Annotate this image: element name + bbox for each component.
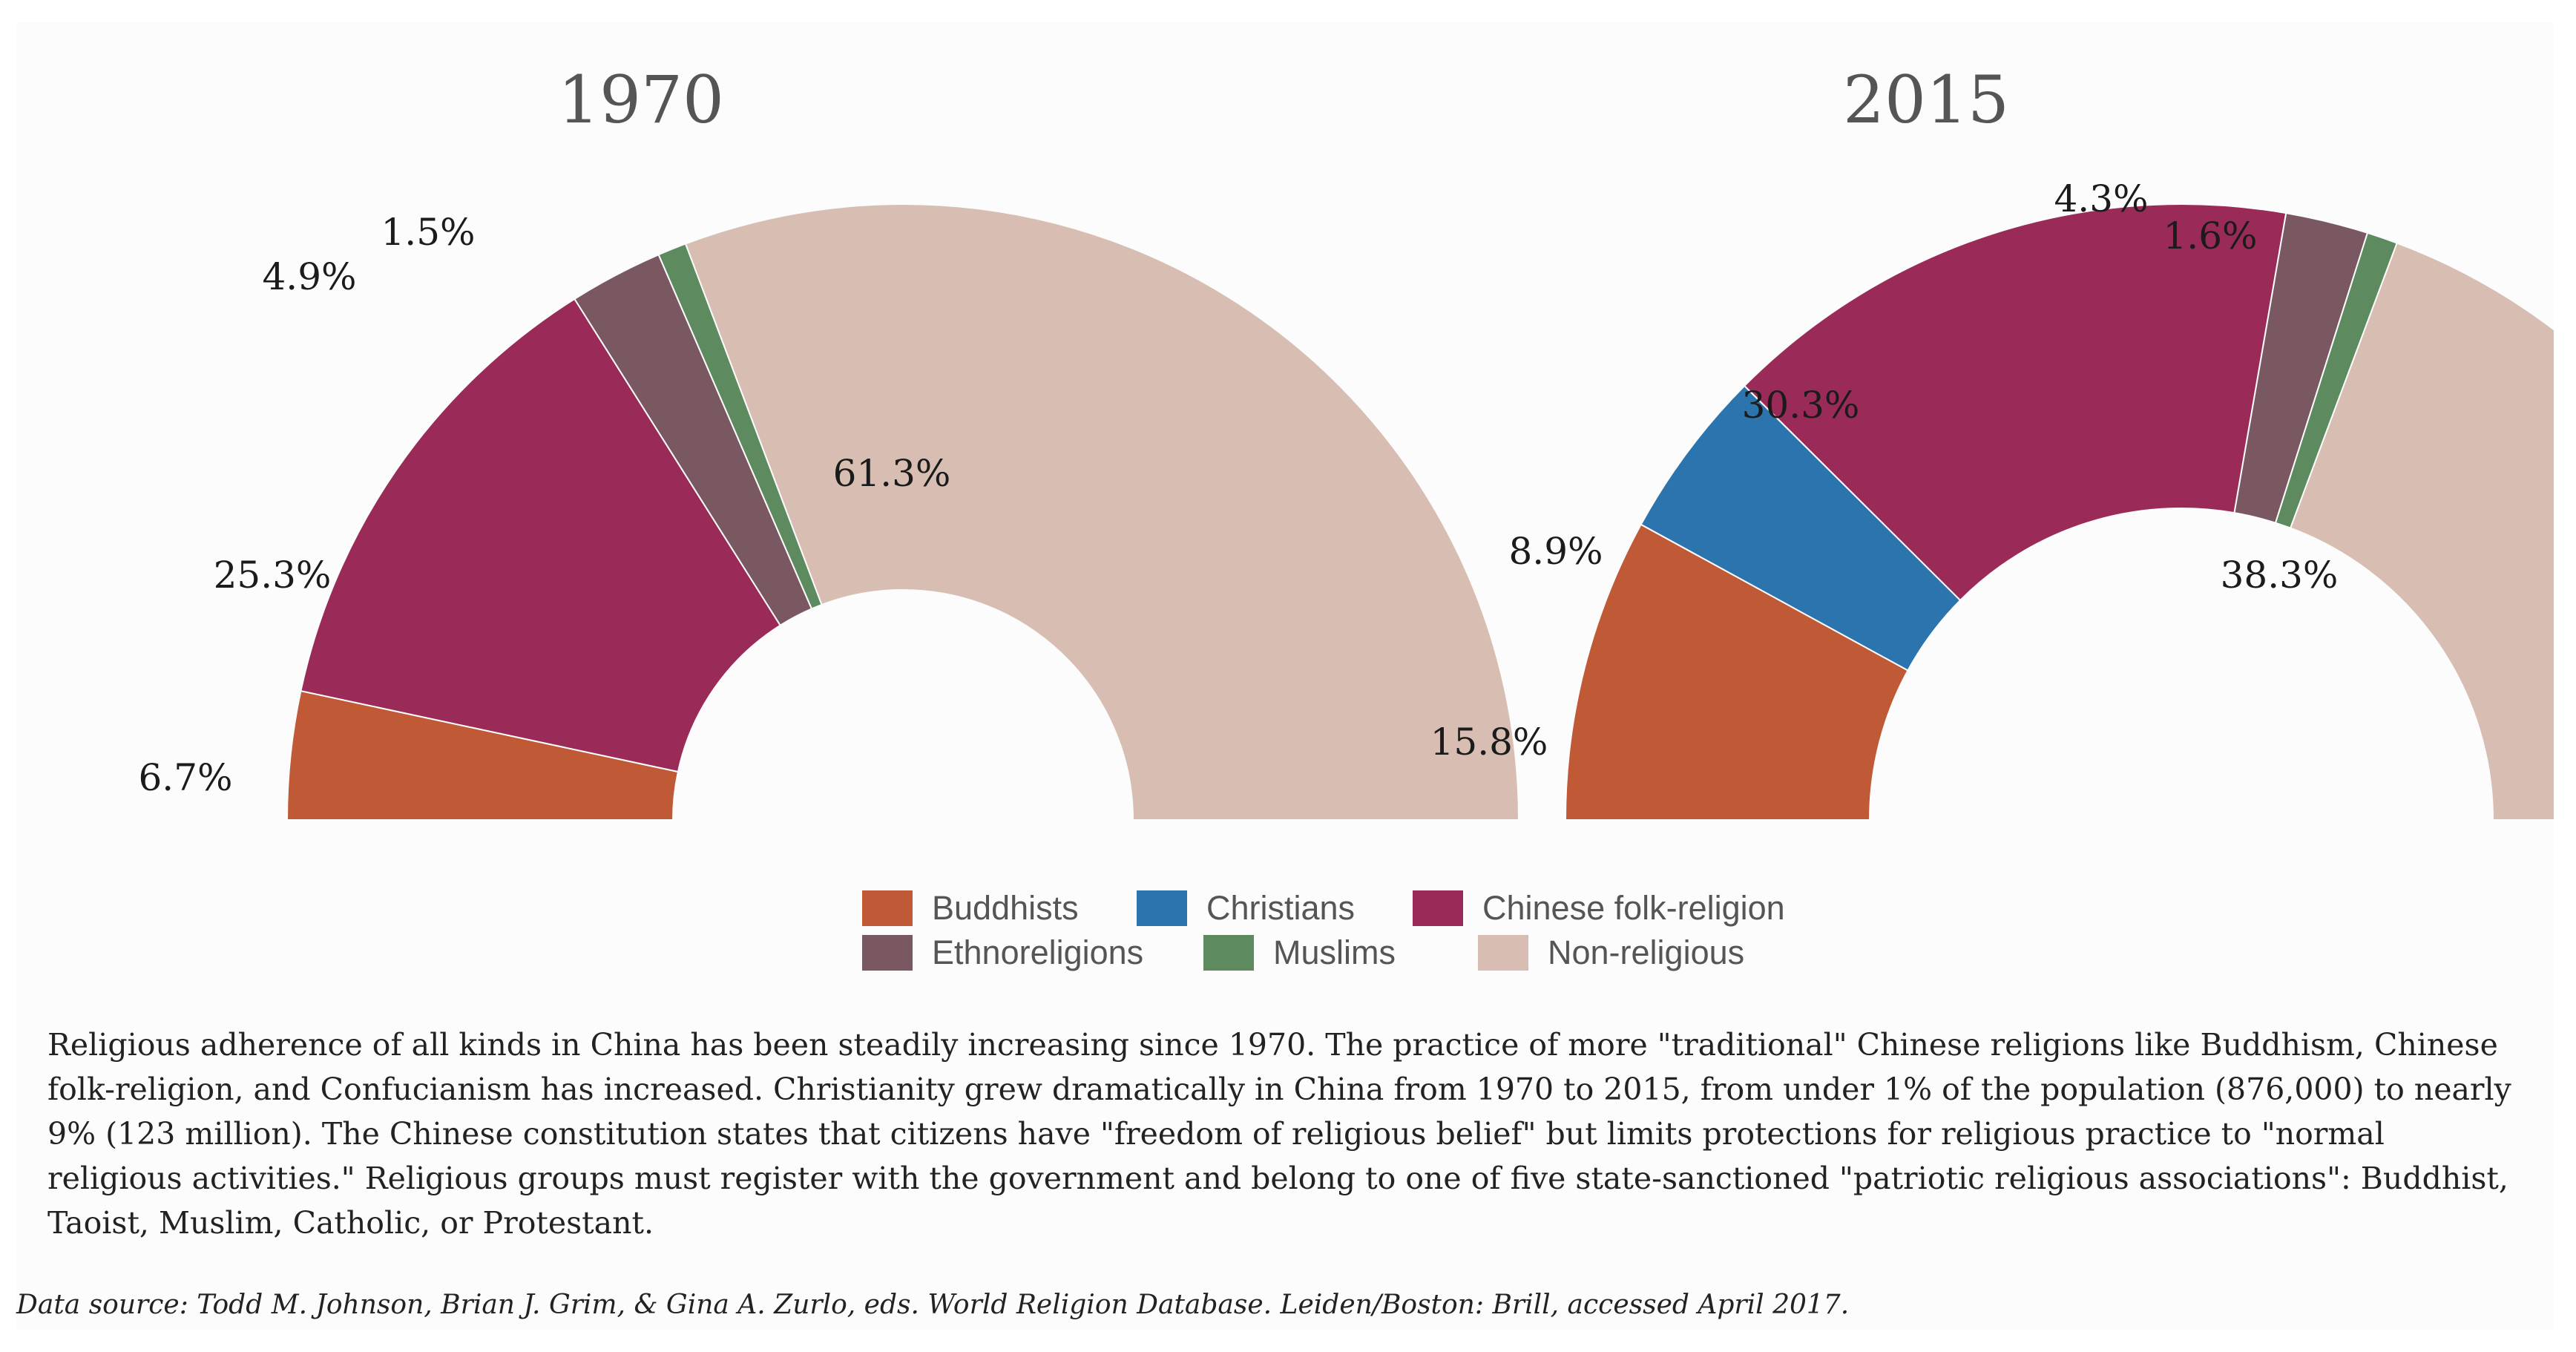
legend-item-folk-religion: Chinese folk-religion [1413, 889, 1785, 928]
infographic: 6.7% 25.3% 4.9% 1.5% 61.3% 1970 15.8% 8.9% 30.3… [16, 22, 2554, 1330]
slice-1970-chinese-folk-religion [300, 298, 782, 773]
slice-label-1970-ethnoreligions: 4.9% [262, 255, 356, 298]
slice-2015-buddhists [1564, 523, 1909, 821]
slice-label-1970-buddhists: 6.7% [138, 756, 232, 799]
slice-2015-chinese-folk-religion [1743, 203, 2287, 602]
slice-label-2015-chinese-folk-religion: 30.3% [1742, 384, 1860, 427]
slice-label-2015-buddhists: 15.8% [1430, 721, 1548, 764]
legend-item-non-religious: Non-religious [1478, 933, 1744, 972]
legend-row-1: Buddhists Christians Chinese folk-religi… [862, 889, 1901, 933]
legend-swatch-muslims [1203, 935, 1254, 971]
caption-text: Religious adherence of all kinds in Chin… [47, 1027, 2511, 1241]
slice-label-2015-muslims: 1.6% [2163, 214, 2257, 257]
slice-label-2015-non-religious: 38.3% [2221, 554, 2339, 597]
legend-swatch-ethnoreligions [862, 935, 913, 971]
slice-label-2015-ethnoreligions: 4.3% [2054, 177, 2148, 220]
legend-row-2: Ethnoreligions Muslims Non-religious [862, 933, 1901, 978]
chart-2015: 15.8% 8.9% 30.3% 4.3% 1.6% 38.3% 2015 [1430, 62, 2554, 821]
legend-swatch-christians [1137, 890, 1187, 926]
legend-swatch-folk-religion [1413, 890, 1463, 926]
legend-label-folk-religion: Chinese folk-religion [1482, 889, 1785, 927]
slice-2015-non-religious [2289, 242, 2554, 821]
legend-label-ethnoreligions: Ethnoreligions [932, 933, 1144, 971]
legend-label-muslims: Muslims [1273, 933, 1396, 971]
charts-svg: 6.7% 25.3% 4.9% 1.5% 61.3% 1970 15.8% 8.9% 30.3… [138, 62, 2554, 821]
legend-label-christians: Christians [1206, 889, 1356, 927]
slice-label-1970-chinese-folk-religion: 25.3% [214, 554, 332, 597]
chart-title-1970: 1970 [558, 62, 724, 138]
legend-swatch-non-religious [1478, 935, 1528, 971]
legend-item-christians: Christians [1137, 889, 1355, 928]
chart-1970: 6.7% 25.3% 4.9% 1.5% 61.3% 1970 [138, 62, 1520, 821]
legend-label-buddhists: Buddhists [932, 889, 1079, 927]
slice-label-1970-muslims: 1.5% [381, 211, 475, 254]
legend: Buddhists Christians Chinese folk-religi… [862, 889, 1901, 978]
legend-swatch-buddhists [862, 890, 913, 926]
slice-1970-non-religious [684, 203, 1520, 821]
slice-label-1970-non-religious: 61.3% [833, 452, 951, 495]
legend-item-muslims: Muslims [1203, 933, 1396, 972]
data-source-note: Data source: Todd M. Johnson, Brian J. G… [16, 1290, 1850, 1320]
legend-item-buddhists: Buddhists [862, 889, 1079, 928]
chart-title-2015: 2015 [1843, 62, 2009, 138]
slice-label-2015-christians: 8.9% [1508, 530, 1603, 573]
legend-label-non-religious: Non-religious [1548, 933, 1745, 971]
legend-item-ethnoreligions: Ethnoreligions [862, 933, 1143, 972]
